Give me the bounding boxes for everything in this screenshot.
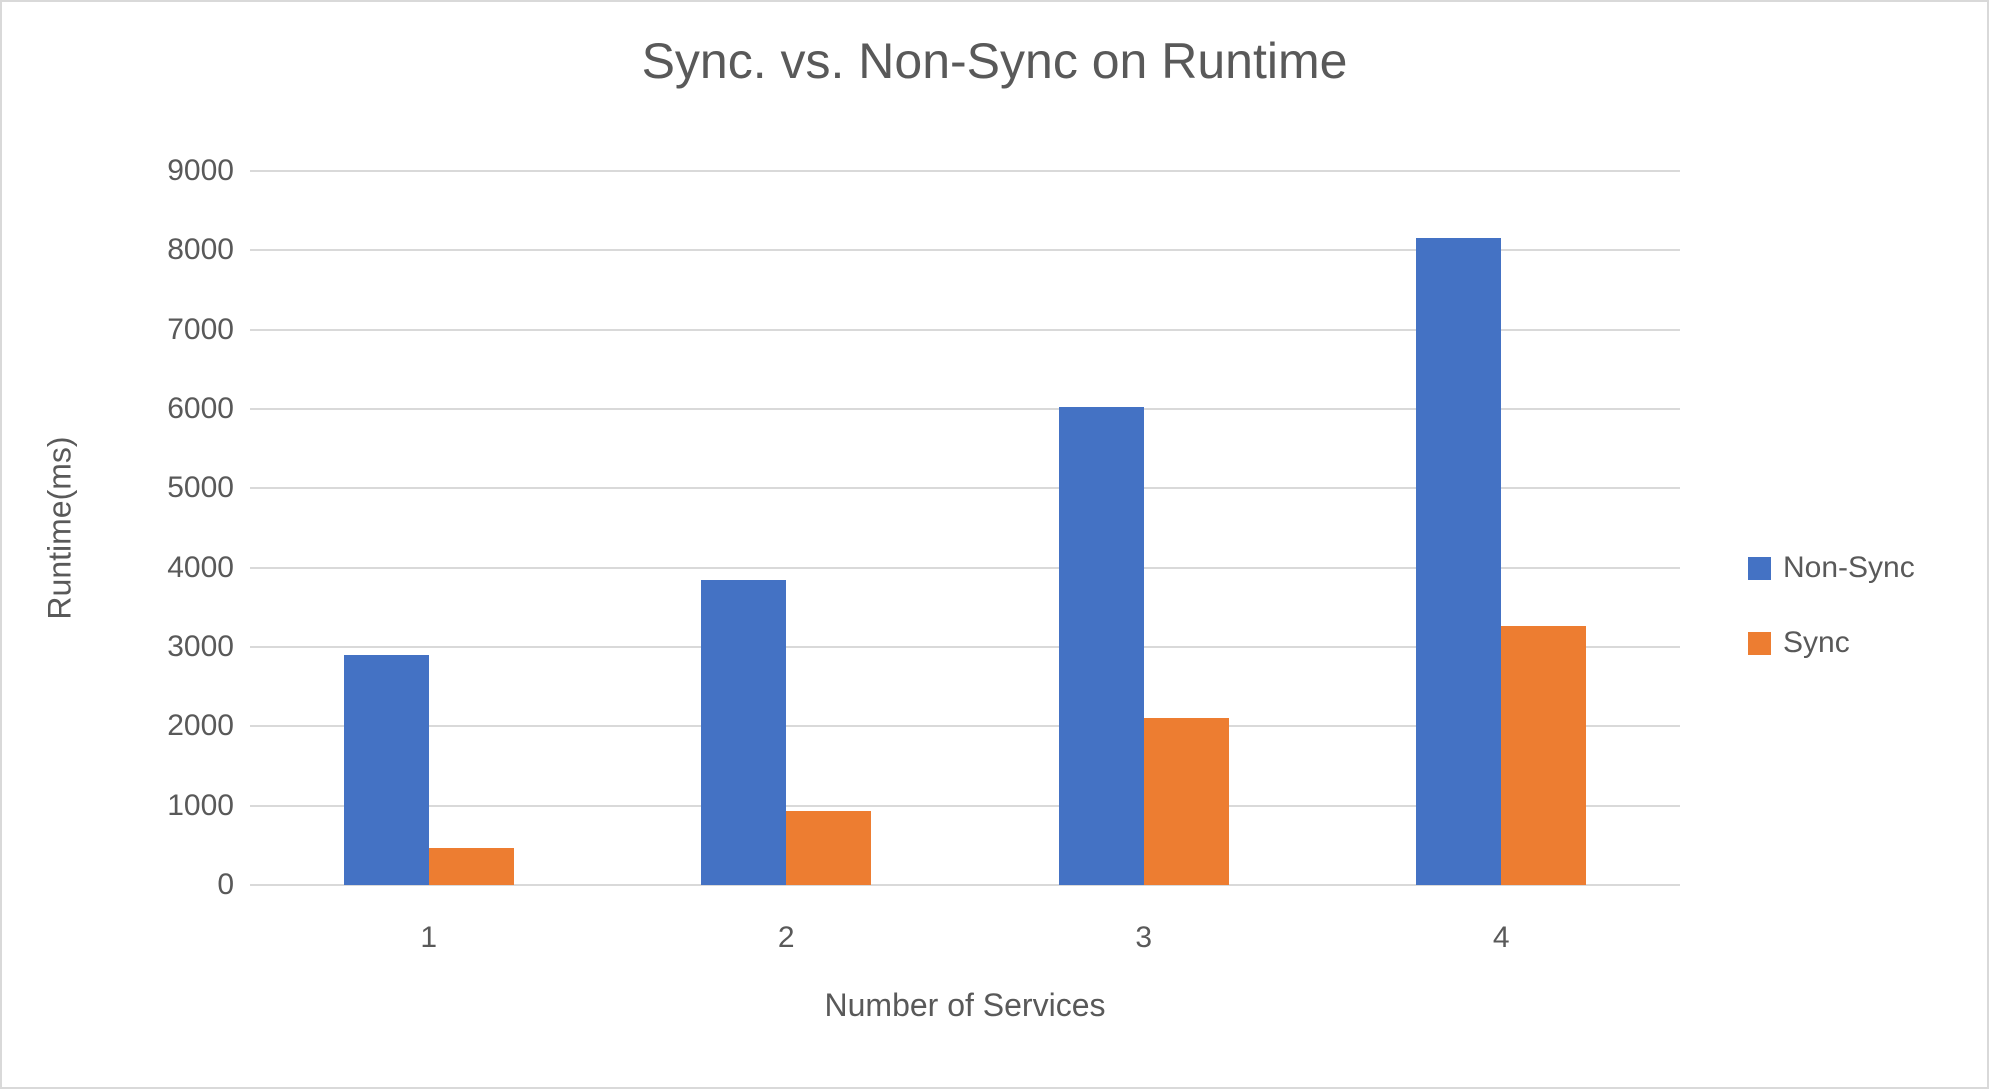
gridline-y-3000 <box>250 646 1680 648</box>
gridline-y-8000 <box>250 249 1680 252</box>
legend-swatch-icon <box>1748 556 1771 580</box>
bar-sync-cat1 <box>428 847 514 885</box>
gridline-y-4000 <box>250 566 1680 569</box>
y-tick-label-7000: 7000 <box>167 312 234 346</box>
gridline-y-7000 <box>250 328 1680 331</box>
y-axis-title: Runtime(ms) <box>41 436 78 620</box>
bar-sync-cat2 <box>786 811 872 885</box>
bar-sync-cat4 <box>1501 625 1587 885</box>
legend-swatch-icon <box>1748 631 1771 655</box>
gridline-y-1000 <box>250 804 1680 807</box>
x-tick-label-1: 1 <box>420 921 438 954</box>
y-tick-label-3000: 3000 <box>167 630 234 663</box>
chart-title: Sync. vs. Non-Sync on Runtime <box>641 33 1348 89</box>
legend-entry-sync: Sync <box>1748 628 1850 658</box>
bar-non-sync-cat2 <box>701 580 787 885</box>
x-axis-title: Number of Services <box>824 987 1106 1023</box>
y-tick-label-0: 0 <box>217 868 234 901</box>
gridline-y-9000 <box>250 170 1680 172</box>
gridline-y-5000 <box>250 487 1680 490</box>
gridline-y-0 <box>250 884 1680 886</box>
x-tick-label-3: 3 <box>1135 921 1153 954</box>
y-tick-label-5000: 5000 <box>167 471 234 505</box>
bar-non-sync-cat3 <box>1058 406 1144 885</box>
bar-non-sync-cat1 <box>343 654 429 885</box>
legend-entry-non-sync: Non-Sync <box>1748 553 1915 583</box>
y-tick-label-2000: 2000 <box>167 709 234 743</box>
gridline-y-2000 <box>250 725 1680 728</box>
x-tick-label-4: 4 <box>1492 921 1510 954</box>
gridline-y-6000 <box>250 408 1680 410</box>
bar-sync-cat3 <box>1143 717 1229 885</box>
y-tick-label-4000: 4000 <box>167 550 234 584</box>
legend-label: Non-Sync <box>1783 551 1915 584</box>
y-tick-label-8000: 8000 <box>167 233 234 267</box>
x-tick-label-2: 2 <box>777 921 795 954</box>
bar-non-sync-cat4 <box>1416 237 1502 885</box>
legend-label: Sync <box>1783 626 1850 659</box>
plot-area <box>250 170 1680 886</box>
y-tick-label-9000: 9000 <box>167 154 234 187</box>
y-tick-label-1000: 1000 <box>167 788 234 822</box>
y-tick-label-6000: 6000 <box>167 392 234 425</box>
